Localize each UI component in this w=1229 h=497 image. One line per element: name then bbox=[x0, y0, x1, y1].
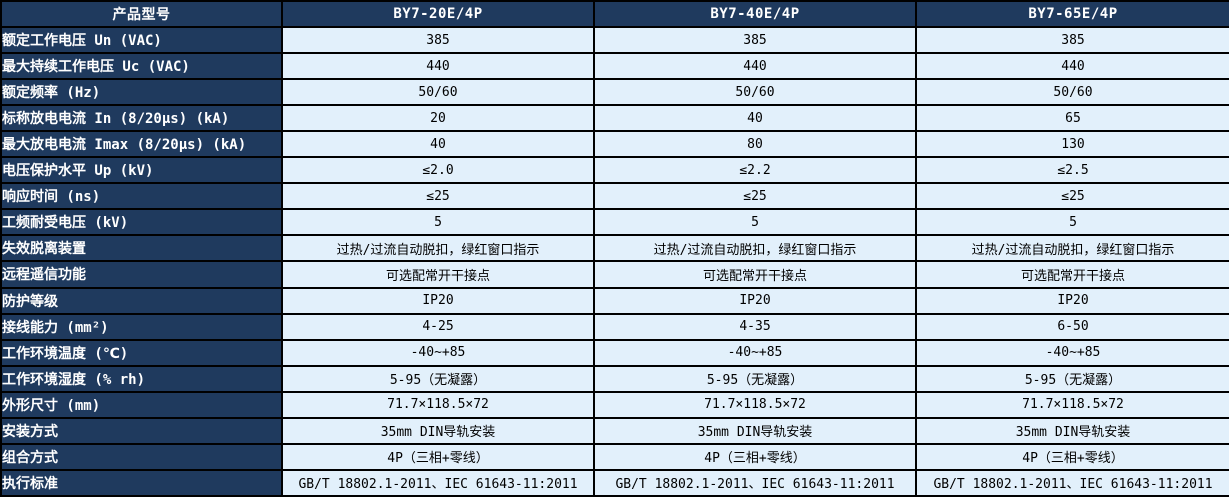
row-label: 外形尺寸 (mm) bbox=[0, 390, 283, 419]
row-label: 远程遥信功能 bbox=[0, 260, 283, 289]
table-row: 最大放电电流 Imax (8/20μs) (kA) 40 80 130 bbox=[0, 130, 1229, 159]
spec-value: 40 bbox=[593, 104, 917, 133]
spec-value: 50/60 bbox=[593, 78, 917, 107]
table-row: 外形尺寸 (mm) 71.7×118.5×72 71.7×118.5×72 71… bbox=[0, 390, 1229, 419]
spec-value: 5 bbox=[915, 208, 1229, 237]
row-label: 最大持续工作电压 Uc (VAC) bbox=[0, 52, 283, 81]
spec-value: IP20 bbox=[593, 286, 917, 315]
row-label: 安装方式 bbox=[0, 416, 283, 445]
spec-value: 过热/过流自动脱扣，绿红窗口指示 bbox=[915, 234, 1229, 263]
row-label: 工作环境温度 (℃) bbox=[0, 338, 283, 367]
table-row: 标称放电电流 In (8/20μs) (kA) 20 40 65 bbox=[0, 104, 1229, 133]
row-label: 防护等级 bbox=[0, 286, 283, 315]
spec-value: 5 bbox=[281, 208, 595, 237]
spec-value: 80 bbox=[593, 130, 917, 159]
table-row: 防护等级 IP20 IP20 IP20 bbox=[0, 286, 1229, 315]
spec-value: GB/T 18802.1-2011、IEC 61643-11:2011 bbox=[281, 468, 595, 497]
table-row: 组合方式 4P（三相+零线） 4P（三相+零线） 4P（三相+零线） bbox=[0, 442, 1229, 471]
spec-value: 4P（三相+零线） bbox=[593, 442, 917, 471]
row-label: 执行标准 bbox=[0, 468, 283, 497]
corner-header-product-model: 产品型号 bbox=[0, 0, 283, 29]
spec-value: ≤25 bbox=[915, 182, 1229, 211]
table-row: 额定频率 (Hz) 50/60 50/60 50/60 bbox=[0, 78, 1229, 107]
spec-value: 71.7×118.5×72 bbox=[593, 390, 917, 419]
spec-value: 4P（三相+零线） bbox=[915, 442, 1229, 471]
spec-value: 35mm DIN导轨安装 bbox=[915, 416, 1229, 445]
spec-value: 6-50 bbox=[915, 312, 1229, 341]
spec-value: 65 bbox=[915, 104, 1229, 133]
table-row: 电压保护水平 Up (kV) ≤2.0 ≤2.2 ≤2.5 bbox=[0, 156, 1229, 185]
spec-value: 4-25 bbox=[281, 312, 595, 341]
spec-value: 5 bbox=[593, 208, 917, 237]
spec-value: 过热/过流自动脱扣，绿红窗口指示 bbox=[593, 234, 917, 263]
spec-value: 5-95（无凝露） bbox=[915, 364, 1229, 393]
table-row: 远程遥信功能 可选配常开干接点 可选配常开干接点 可选配常开干接点 bbox=[0, 260, 1229, 289]
table-row: 额定工作电压 Un (VAC) 385 385 385 bbox=[0, 26, 1229, 55]
spec-value: 71.7×118.5×72 bbox=[915, 390, 1229, 419]
spec-value: 385 bbox=[915, 26, 1229, 55]
spec-value: 440 bbox=[281, 52, 595, 81]
table-row: 工频耐受电压 (kV) 5 5 5 bbox=[0, 208, 1229, 237]
spec-value: 385 bbox=[593, 26, 917, 55]
table-row: 最大持续工作电压 Uc (VAC) 440 440 440 bbox=[0, 52, 1229, 81]
product-column-header: BY7-65E/4P bbox=[915, 0, 1229, 29]
spec-value: GB/T 18802.1-2011、IEC 61643-11:2011 bbox=[593, 468, 917, 497]
row-label: 组合方式 bbox=[0, 442, 283, 471]
spec-value: 130 bbox=[915, 130, 1229, 159]
spec-value: -40~+85 bbox=[281, 338, 595, 367]
spec-value: 5-95（无凝露） bbox=[593, 364, 917, 393]
spec-value: 4P（三相+零线） bbox=[281, 442, 595, 471]
spec-value: GB/T 18802.1-2011、IEC 61643-11:2011 bbox=[915, 468, 1229, 497]
table-row: 响应时间 (ns) ≤25 ≤25 ≤25 bbox=[0, 182, 1229, 211]
spec-value: 过热/过流自动脱扣，绿红窗口指示 bbox=[281, 234, 595, 263]
row-label: 响应时间 (ns) bbox=[0, 182, 283, 211]
spec-value: 可选配常开干接点 bbox=[915, 260, 1229, 289]
spec-value: ≤25 bbox=[281, 182, 595, 211]
spec-value: IP20 bbox=[915, 286, 1229, 315]
row-label: 电压保护水平 Up (kV) bbox=[0, 156, 283, 185]
spec-value: 可选配常开干接点 bbox=[281, 260, 595, 289]
row-label: 工作环境湿度 (% rh) bbox=[0, 364, 283, 393]
row-label: 失效脱离装置 bbox=[0, 234, 283, 263]
spec-value: -40~+85 bbox=[593, 338, 917, 367]
row-label: 最大放电电流 Imax (8/20μs) (kA) bbox=[0, 130, 283, 159]
table-header-row: 产品型号 BY7-20E/4P BY7-40E/4P BY7-65E/4P bbox=[0, 0, 1229, 29]
table-row: 工作环境湿度 (% rh) 5-95（无凝露） 5-95（无凝露） 5-95（无… bbox=[0, 364, 1229, 393]
spec-value: 5-95（无凝露） bbox=[281, 364, 595, 393]
spec-value: 50/60 bbox=[281, 78, 595, 107]
table-row: 安装方式 35mm DIN导轨安装 35mm DIN导轨安装 35mm DIN导… bbox=[0, 416, 1229, 445]
spec-value: -40~+85 bbox=[915, 338, 1229, 367]
spec-value: 可选配常开干接点 bbox=[593, 260, 917, 289]
spec-value: ≤2.0 bbox=[281, 156, 595, 185]
spec-value: 4-35 bbox=[593, 312, 917, 341]
spec-value: ≤2.5 bbox=[915, 156, 1229, 185]
spec-value: 40 bbox=[281, 130, 595, 159]
table-row: 执行标准 GB/T 18802.1-2011、IEC 61643-11:2011… bbox=[0, 468, 1229, 497]
row-label: 额定频率 (Hz) bbox=[0, 78, 283, 107]
product-column-header: BY7-40E/4P bbox=[593, 0, 917, 29]
spec-value: IP20 bbox=[281, 286, 595, 315]
spec-value: 440 bbox=[593, 52, 917, 81]
row-label: 工频耐受电压 (kV) bbox=[0, 208, 283, 237]
row-label: 接线能力 (mm²) bbox=[0, 312, 283, 341]
spec-value: 35mm DIN导轨安装 bbox=[281, 416, 595, 445]
spec-value: 385 bbox=[281, 26, 595, 55]
spec-value: 35mm DIN导轨安装 bbox=[593, 416, 917, 445]
table-row: 失效脱离装置 过热/过流自动脱扣，绿红窗口指示 过热/过流自动脱扣，绿红窗口指示… bbox=[0, 234, 1229, 263]
product-column-header: BY7-20E/4P bbox=[281, 0, 595, 29]
row-label: 标称放电电流 In (8/20μs) (kA) bbox=[0, 104, 283, 133]
spec-value: ≤25 bbox=[593, 182, 917, 211]
spec-value: ≤2.2 bbox=[593, 156, 917, 185]
table-row: 接线能力 (mm²) 4-25 4-35 6-50 bbox=[0, 312, 1229, 341]
spec-value: 71.7×118.5×72 bbox=[281, 390, 595, 419]
table-row: 工作环境温度 (℃) -40~+85 -40~+85 -40~+85 bbox=[0, 338, 1229, 367]
row-label: 额定工作电压 Un (VAC) bbox=[0, 26, 283, 55]
spec-value: 440 bbox=[915, 52, 1229, 81]
spec-value: 20 bbox=[281, 104, 595, 133]
spec-value: 50/60 bbox=[915, 78, 1229, 107]
